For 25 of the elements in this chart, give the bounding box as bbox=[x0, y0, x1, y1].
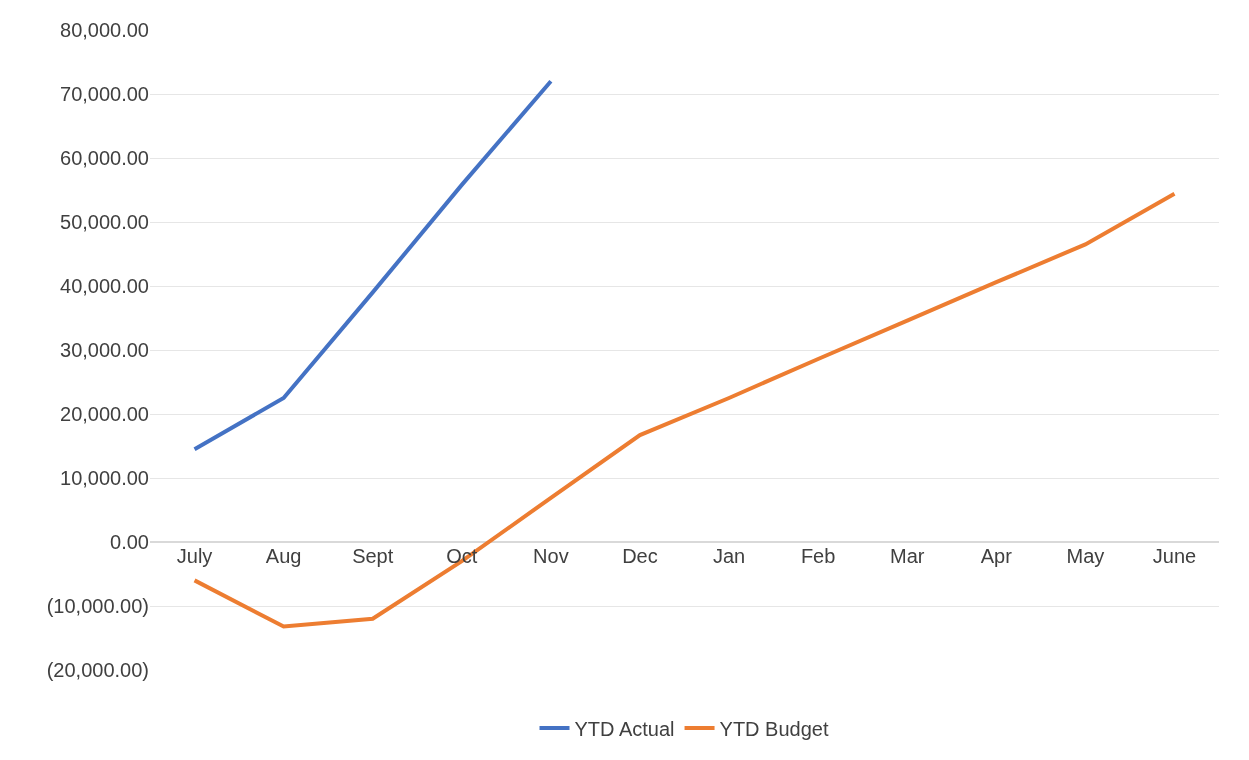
x-tick-label: Jan bbox=[712, 545, 746, 567]
y-tick-label: 60,000.00 bbox=[60, 147, 149, 169]
x-tick-label: Dec bbox=[622, 545, 658, 567]
x-tick-label: Feb bbox=[800, 545, 836, 567]
x-tick-label: June bbox=[1152, 545, 1197, 567]
y-tick-label: 0.00 bbox=[110, 531, 149, 553]
x-tick-label: May bbox=[1066, 545, 1105, 567]
y-tick-label: 40,000.00 bbox=[60, 275, 149, 297]
y-tick-label: 70,000.00 bbox=[60, 83, 149, 105]
x-tick-label: Sept bbox=[352, 545, 394, 567]
y-tick-label: 30,000.00 bbox=[60, 339, 149, 361]
y-tick-label: 10,000.00 bbox=[60, 467, 149, 489]
line-series bbox=[192, 79, 553, 452]
x-tick-label: Apr bbox=[980, 545, 1013, 567]
y-tick-label: 20,000.00 bbox=[60, 403, 149, 425]
y-tick-label: (20,000.00) bbox=[46, 659, 149, 681]
legend-label: YTD Budget bbox=[719, 717, 829, 740]
x-tick-label: Nov bbox=[533, 545, 569, 567]
y-tick-label: 50,000.00 bbox=[60, 211, 149, 233]
legend-label: YTD Actual bbox=[574, 717, 675, 740]
x-tick-label: July bbox=[176, 545, 213, 567]
y-tick-label: (10,000.00) bbox=[46, 595, 149, 617]
x-tick-label: Aug bbox=[265, 545, 302, 567]
y-tick-label: 80,000.00 bbox=[60, 19, 149, 41]
x-tick-label: Mar bbox=[889, 545, 925, 567]
